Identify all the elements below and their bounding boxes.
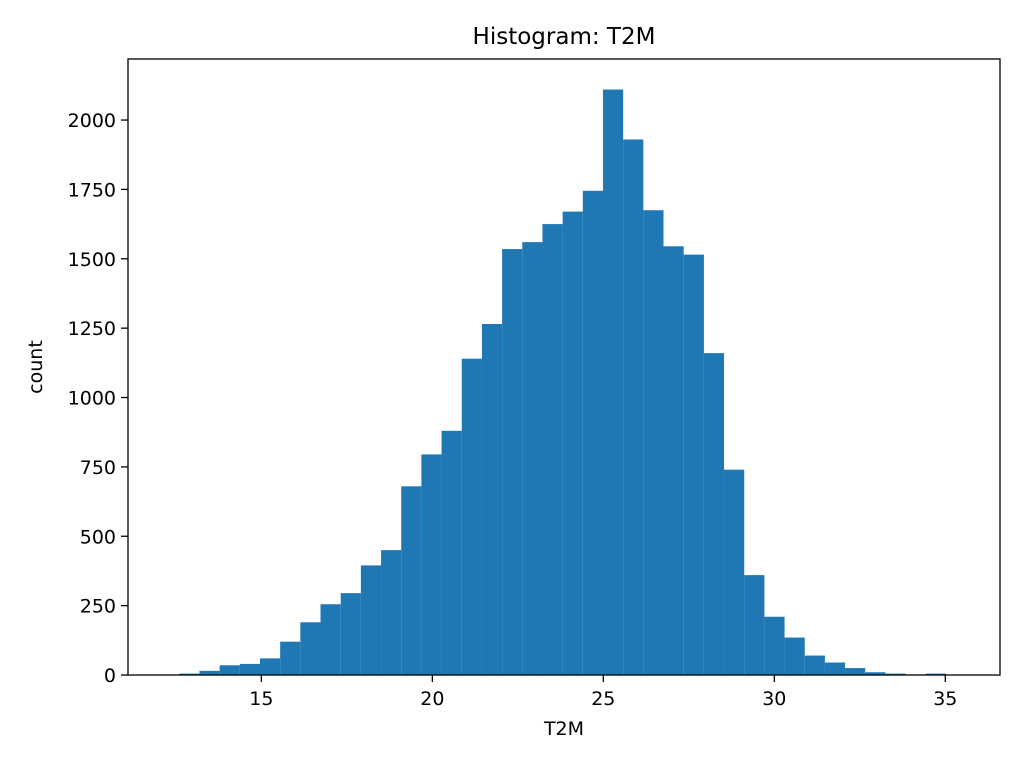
- histogram-bar: [421, 454, 441, 675]
- y-tick-label: 2000: [68, 110, 116, 132]
- histogram-bar: [643, 210, 663, 675]
- histogram-bar: [442, 431, 462, 675]
- histogram-bar: [381, 550, 401, 675]
- histogram-bar: [502, 249, 522, 675]
- histogram-bar: [603, 90, 623, 675]
- histogram-bar: [240, 664, 260, 675]
- histogram-bar: [845, 668, 865, 675]
- x-tick-label: 30: [762, 688, 786, 710]
- histogram-bar: [825, 663, 845, 675]
- histogram-bar: [684, 255, 704, 675]
- y-axis-label: count: [25, 340, 47, 394]
- histogram-bar: [280, 642, 300, 675]
- histogram-bar: [462, 359, 482, 675]
- y-tick-label: 500: [80, 526, 116, 548]
- histogram-bar: [321, 604, 341, 675]
- histogram-bar: [220, 665, 240, 675]
- histogram-bar: [744, 575, 764, 675]
- histogram-bar: [482, 324, 502, 675]
- x-tick-label: 25: [591, 688, 615, 710]
- histogram-bar: [583, 191, 603, 675]
- x-tick-label: 15: [249, 688, 273, 710]
- histogram-bar: [623, 139, 643, 675]
- y-tick-label: 1750: [68, 179, 116, 201]
- histogram-bar: [522, 242, 542, 675]
- histogram-bar: [260, 658, 280, 675]
- histogram-bar: [724, 470, 744, 675]
- histogram-bar: [785, 638, 805, 675]
- histogram-bar: [542, 224, 562, 675]
- y-tick-label: 1000: [68, 388, 116, 410]
- y-tick-label: 1500: [68, 249, 116, 271]
- x-tick-label: 20: [420, 688, 444, 710]
- chart-title: Histogram: T2M: [473, 24, 656, 50]
- histogram-bar: [664, 246, 684, 675]
- histogram-bar: [361, 565, 381, 675]
- histogram-bar: [300, 622, 320, 675]
- y-tick-label: 750: [80, 457, 116, 479]
- y-tick-label: 0: [104, 665, 116, 687]
- x-tick-label: 35: [933, 688, 957, 710]
- histogram-bar: [764, 617, 784, 675]
- histogram-bar: [341, 593, 361, 675]
- histogram-bar: [805, 656, 825, 675]
- x-axis-label: T2M: [543, 718, 584, 740]
- histogram-bar: [704, 353, 724, 675]
- histogram-bar: [563, 212, 583, 675]
- bars-layer: [179, 90, 966, 675]
- y-tick-label: 1250: [68, 318, 116, 340]
- y-tick-label: 250: [80, 596, 116, 618]
- histogram-bar: [401, 486, 421, 675]
